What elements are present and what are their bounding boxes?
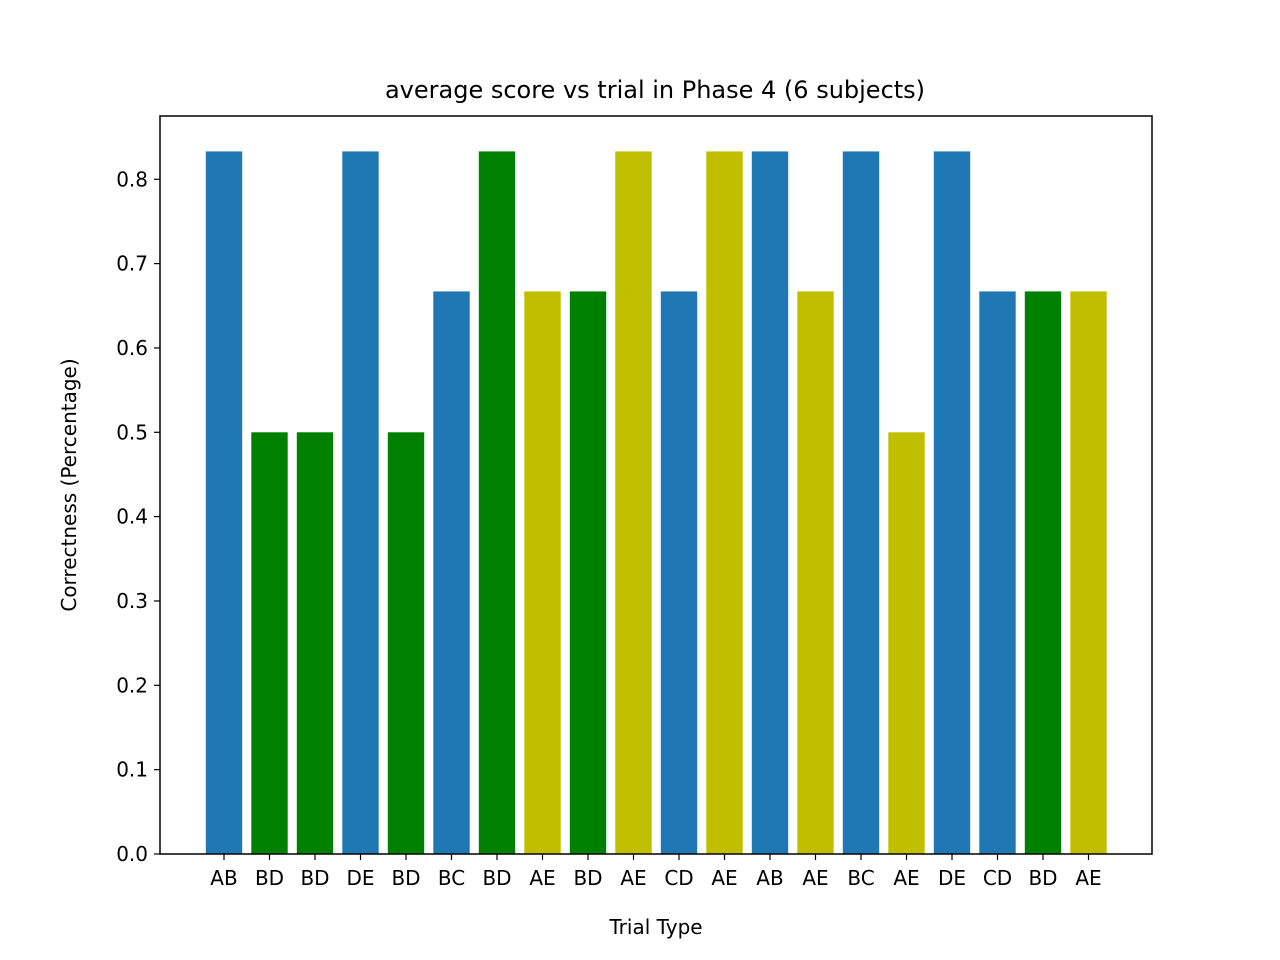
bars-group <box>205 151 1107 855</box>
bar-19 <box>1024 291 1062 854</box>
chart-title: average score vs trial in Phase 4 (6 sub… <box>385 76 925 104</box>
x-tick-label: BD <box>255 866 284 890</box>
plot-frame <box>159 115 1153 855</box>
x-tick-label: DE <box>346 866 374 890</box>
y-tick-label: 0.7 <box>116 252 148 276</box>
bar-5 <box>387 432 425 854</box>
y-axis-ticks: 0.0 0.1 0.2 0.3 0.4 0.5 0.6 0.7 0.8 <box>116 167 160 866</box>
x-tick-label: AE <box>711 866 737 890</box>
x-tick-label: AE <box>620 866 646 890</box>
y-tick-label: 0.8 <box>116 167 148 191</box>
bar-11 <box>660 291 698 854</box>
x-tick-label: BD <box>573 866 602 890</box>
bar-10 <box>615 151 652 855</box>
y-tick-label: 0.1 <box>116 758 148 782</box>
bar-18 <box>979 291 1016 854</box>
bar-16 <box>888 432 925 854</box>
bar-7 <box>478 151 516 855</box>
x-tick-label: BD <box>300 866 329 890</box>
y-tick-label: 0.4 <box>116 505 148 529</box>
x-axis-ticks: AB BD BD DE BD BC BD AE BD AE CD AE AB AE BC AE DE CD BD AE <box>210 854 1102 890</box>
y-tick-label: 0.0 <box>116 842 148 866</box>
bar-8 <box>524 291 561 854</box>
bar-4 <box>342 151 379 855</box>
y-axis-label: Correctness (Percentage) <box>57 358 81 611</box>
bar-6 <box>433 291 470 854</box>
bar-14 <box>797 291 834 854</box>
x-tick-label: AB <box>756 866 783 890</box>
x-tick-label: AE <box>1075 866 1101 890</box>
x-tick-label: BC <box>847 866 874 890</box>
x-tick-label: AE <box>893 866 919 890</box>
bar-17 <box>933 151 971 855</box>
y-tick-label: 0.3 <box>116 589 148 613</box>
x-tick-label: BD <box>482 866 511 890</box>
x-tick-label: BD <box>391 866 420 890</box>
y-tick-label: 0.6 <box>116 336 148 360</box>
y-tick-label: 0.2 <box>116 673 148 697</box>
x-axis-label: Trial Type <box>608 915 702 939</box>
x-tick-label: BD <box>1028 866 1057 890</box>
y-tick-label: 0.5 <box>116 420 148 444</box>
x-tick-label: CD <box>983 866 1012 890</box>
bar-9 <box>569 291 607 854</box>
bar-1 <box>205 151 243 855</box>
x-tick-label: AB <box>210 866 237 890</box>
x-tick-label: AE <box>802 866 828 890</box>
bar-13 <box>751 151 789 855</box>
bar-20 <box>1070 291 1107 854</box>
x-tick-label: AE <box>529 866 555 890</box>
bar-15 <box>842 151 880 855</box>
x-tick-label: BC <box>438 866 465 890</box>
bar-2 <box>251 432 288 854</box>
x-tick-label: CD <box>664 866 693 890</box>
bar-3 <box>296 432 334 854</box>
bar-12 <box>706 151 743 855</box>
x-tick-label: DE <box>938 866 966 890</box>
